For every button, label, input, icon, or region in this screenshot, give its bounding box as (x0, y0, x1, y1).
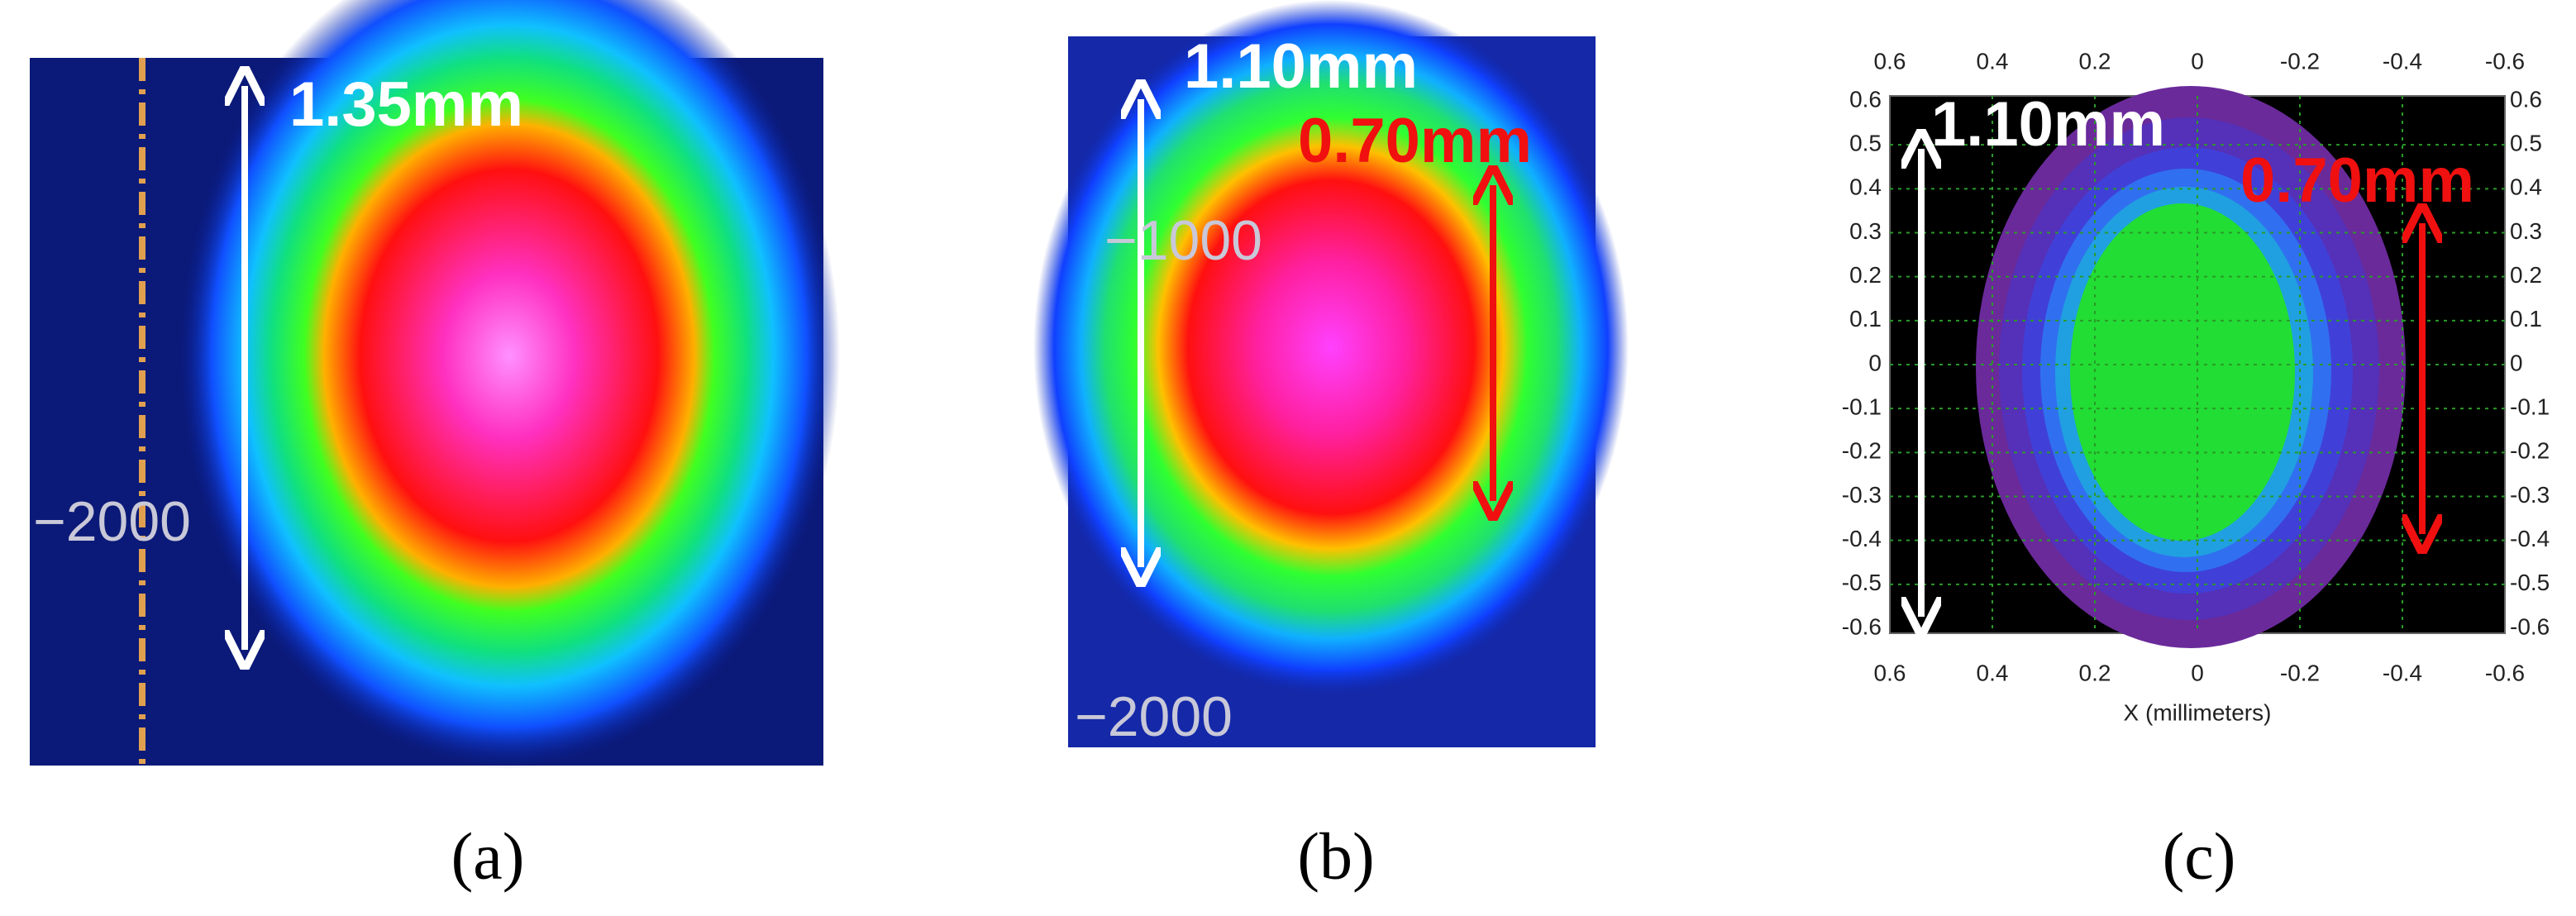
dimension-label: 1.10mm (1184, 31, 1418, 102)
x-tick-label: -0.6 (2485, 660, 2525, 685)
x-tick-label: 0.2 (2079, 660, 2111, 685)
y-tick-label: 0 (1868, 350, 1882, 375)
x-axis-label: X (millimeters) (2124, 699, 2272, 725)
y-tick-label: -0.3 (1842, 482, 1882, 508)
y-tick-label: -0.6 (1842, 613, 1882, 639)
y-tick-label: 0.2 (2510, 262, 2542, 288)
x-tick-label: 0 (2191, 660, 2204, 685)
y-tick-label: -0.4 (1842, 526, 1882, 551)
y-tick-label: 0 (2510, 350, 2523, 375)
dimension-label: 1.35mm (289, 69, 523, 140)
x-tick-label: -0.6 (2485, 48, 2525, 74)
panel-c: 1.10mm 0.70mm X (millimeters) (c) 0.6 0.6… (1842, 48, 2550, 893)
y-tick-label: 0.3 (1849, 218, 1882, 244)
axis-label: −1000 (1104, 209, 1262, 272)
y-tick-label: 0.4 (1849, 174, 1882, 200)
panel-a: 1.35mm −2000 (a) (30, 0, 840, 893)
x-tick-label: 0.4 (1977, 48, 2009, 74)
panel-b: 1.10mm 0.70mm −1000 −2000 (b) (1033, 0, 1629, 893)
y-tick-label: 0.1 (1849, 306, 1882, 332)
y-tick-label: 0.6 (1849, 86, 1882, 112)
panel-label: (c) (2163, 820, 2236, 893)
dimension-label: 1.10mm (1931, 89, 2165, 160)
dimension-label: 0.70mm (2240, 146, 2474, 216)
x-tick-label: 0.6 (1874, 660, 1906, 685)
x-tick-label: 0.2 (2079, 48, 2111, 74)
y-tick-label: -0.2 (2510, 438, 2550, 464)
beam-profile (179, 0, 840, 769)
y-tick-label: -0.2 (1842, 438, 1882, 464)
contour (2070, 203, 2295, 541)
y-tick-label: 0.6 (2510, 86, 2542, 112)
y-tick-label: -0.5 (2510, 570, 2550, 595)
x-tick-label: -0.4 (2383, 660, 2422, 685)
y-tick-label: -0.1 (2510, 394, 2550, 420)
x-tick-label: 0 (2191, 48, 2204, 74)
y-tick-label: -0.6 (2510, 613, 2550, 639)
y-tick-label: 0.4 (2510, 174, 2542, 200)
panel-label: (b) (1297, 820, 1374, 893)
x-tick-label: 0.4 (1977, 660, 2009, 685)
y-tick-label: 0.1 (2510, 306, 2542, 332)
dimension-label: 0.70mm (1298, 106, 1532, 176)
y-tick-label: 0.5 (1849, 131, 1882, 156)
x-tick-label: -0.4 (2383, 48, 2422, 74)
beam-profile (1033, 0, 1629, 694)
axis-label: −2000 (1075, 685, 1233, 748)
x-tick-label: -0.2 (2280, 660, 2320, 685)
y-tick-label: 0.5 (2510, 131, 2542, 156)
x-tick-label: 0.6 (1874, 48, 1906, 74)
y-tick-label: 0.3 (2510, 218, 2542, 244)
y-tick-label: -0.3 (2510, 482, 2550, 508)
y-tick-label: -0.4 (2510, 526, 2550, 551)
y-tick-label: -0.1 (1842, 394, 1882, 420)
y-tick-label: 0.2 (1849, 262, 1882, 288)
panel-label: (a) (451, 820, 525, 893)
y-tick-label: -0.5 (1842, 570, 1882, 595)
x-tick-label: -0.2 (2280, 48, 2320, 74)
axis-label: −2000 (33, 490, 191, 553)
